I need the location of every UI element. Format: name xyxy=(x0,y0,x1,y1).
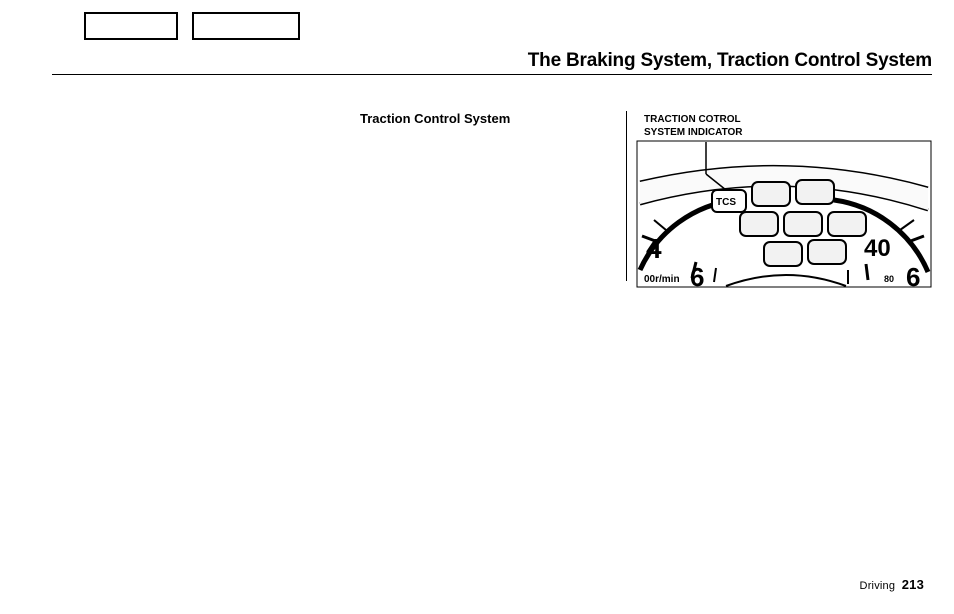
figure-callout-label: TRACTION COTROL SYSTEM INDICATOR xyxy=(644,114,743,139)
section-title: Traction Control System xyxy=(360,111,510,126)
column-divider xyxy=(626,111,627,281)
page-title: The Braking System, Traction Control Sys… xyxy=(528,50,932,72)
right-gauge-40: 40 xyxy=(864,235,891,262)
nav-box-1[interactable] xyxy=(84,12,178,40)
figure-callout-line1: TRACTION COTROL xyxy=(644,114,741,125)
footer-page-number: 213 xyxy=(902,577,924,592)
nav-box-2[interactable] xyxy=(192,12,300,40)
header-rule xyxy=(52,74,932,75)
right-gauge-6: 6 xyxy=(906,262,920,288)
footer-section: Driving xyxy=(860,580,896,592)
dashboard-figure: 4 6 00r/min 40 6 80 xyxy=(636,140,932,288)
svg-text:TCS: TCS xyxy=(716,197,736,208)
top-box-row xyxy=(84,12,300,40)
tcs-indicator-lamp: TCS xyxy=(712,190,746,212)
right-gauge-80: 80 xyxy=(884,274,894,284)
left-gauge-unit: 00r/min xyxy=(644,274,680,285)
left-gauge-4: 4 xyxy=(646,233,662,264)
left-gauge-6: 6 xyxy=(690,262,704,288)
page-footer: Driving 213 xyxy=(860,577,924,592)
page: The Braking System, Traction Control Sys… xyxy=(0,0,954,614)
figure-callout-line2: SYSTEM INDICATOR xyxy=(644,127,743,138)
